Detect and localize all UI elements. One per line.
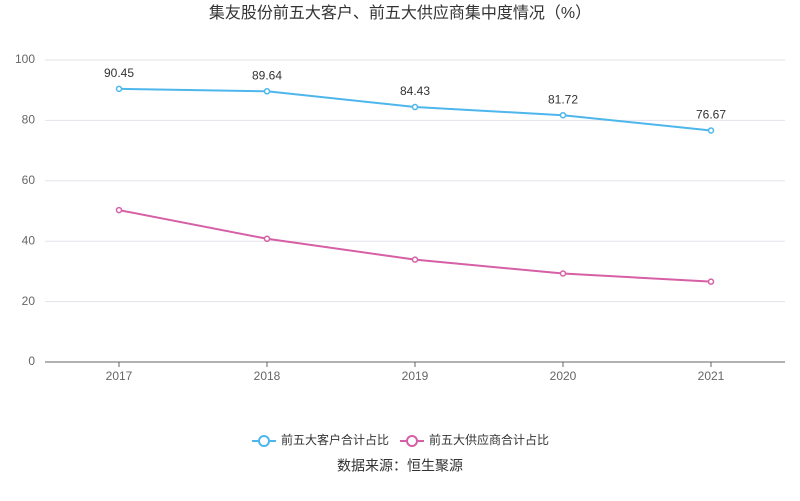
data-label: 89.64: [252, 68, 282, 82]
y-tick-label: 60: [22, 173, 36, 187]
legend-marker: [406, 435, 418, 447]
point: [559, 270, 567, 277]
y-tick-label: 20: [22, 294, 36, 308]
point: [263, 235, 271, 243]
data-label: 81.72: [548, 92, 578, 106]
y-tick-label: 40: [22, 233, 36, 247]
data-label: 76.67: [696, 108, 726, 122]
point: [263, 88, 271, 95]
x-tick-label: 2019: [402, 369, 429, 383]
x-tick-label: 2017: [106, 369, 133, 383]
point: [411, 256, 419, 263]
x-tick-label: 2018: [254, 369, 281, 383]
data-label: 90.45: [104, 66, 134, 80]
y-tick-label: 80: [22, 113, 36, 127]
series-line: [118, 209, 712, 283]
point: [115, 206, 123, 214]
point: [707, 127, 715, 134]
point: [707, 278, 715, 285]
y-tick-label: 0: [28, 354, 35, 368]
point: [115, 85, 123, 93]
source: 数据来源：恒生聚源: [337, 458, 463, 474]
point: [411, 103, 419, 111]
x-tick-label: 2020: [550, 369, 577, 383]
data-label: 84.43: [400, 84, 430, 98]
y-tick-label: 100: [15, 52, 35, 66]
x-tick-label: 2021: [698, 369, 725, 383]
chart-title: 集友股份前五大客户、前五大供应商集中度情况（%）: [209, 3, 591, 22]
legend-label: 前五大客户合计占比: [281, 432, 389, 447]
point: [559, 111, 567, 119]
legend-label: 前五大供应商合计占比: [429, 432, 549, 447]
legend-marker: [258, 435, 270, 447]
